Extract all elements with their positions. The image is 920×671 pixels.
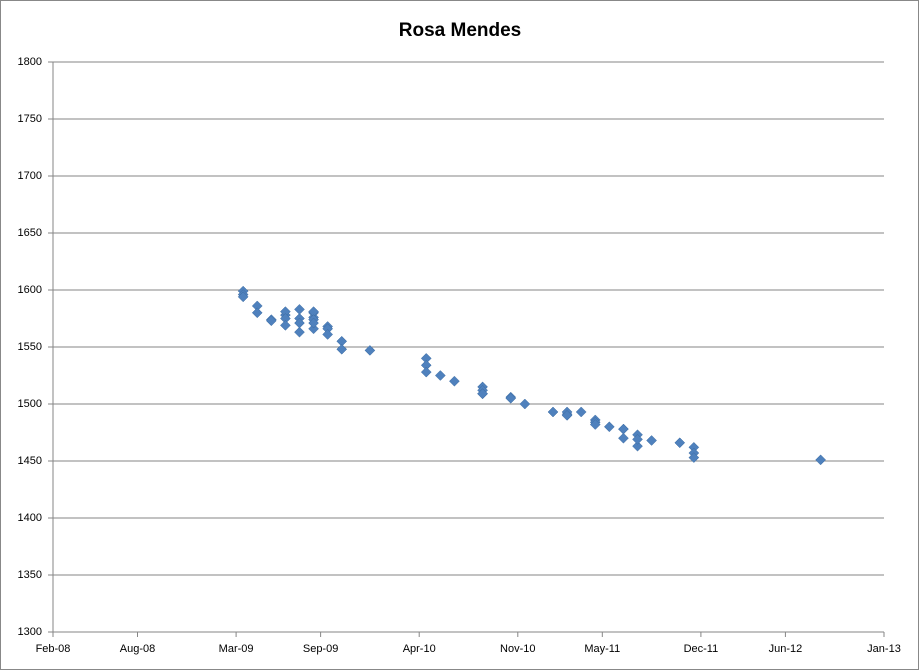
data-point [547,406,559,418]
data-point [646,435,657,446]
y-tick-label: 1450 [18,455,42,467]
data-point [561,410,573,421]
data-point [688,452,700,463]
data-point [618,423,629,435]
y-tick-label: 1800 [18,56,42,68]
x-tick-label: Aug-08 [120,643,155,655]
x-tick-label: Apr-10 [403,643,436,655]
data-point [294,304,305,315]
x-tick-label: May-11 [584,643,620,655]
data-point [674,437,686,449]
data-point [420,366,432,378]
y-tick-label: 1550 [18,341,42,353]
data-point [632,440,643,452]
data-point [618,432,629,444]
y-tick-label: 1650 [18,227,42,239]
x-tick-label: Mar-09 [219,643,254,655]
data-point [603,421,615,433]
y-tick-label: 1300 [18,626,42,638]
x-tick-label: Sep-09 [303,643,338,655]
y-tick-label: 1350 [18,569,42,581]
data-point [632,433,643,445]
x-tick-label: Jan-13 [867,643,901,655]
data-point [294,326,305,338]
x-tick-label: Dec-11 [684,643,719,655]
x-tick-label: Jun-12 [769,643,803,655]
data-point [449,375,460,387]
data-point [519,398,531,410]
chart-title: Rosa Mendes [399,20,521,41]
x-tick-label: Nov-10 [500,643,535,655]
data-point [308,323,319,335]
data-point [434,370,446,381]
data-point [237,291,249,303]
data-point [294,317,305,329]
data-point [477,388,488,400]
data-point [251,307,263,319]
y-tick-label: 1600 [18,284,42,296]
data-point [322,329,334,340]
data-point [575,406,587,418]
data-point [280,319,291,331]
data-point [589,419,601,430]
data-point [815,454,826,466]
data-point [308,317,319,329]
y-tick-label: 1700 [18,170,42,182]
data-point [505,392,517,404]
data-point [265,315,277,327]
x-tick-label: Feb-08 [36,643,71,655]
y-tick-label: 1500 [18,398,42,410]
y-tick-label: 1400 [18,512,42,524]
data-point [336,343,348,355]
data-point [364,345,376,356]
y-tick-label: 1750 [18,113,42,125]
